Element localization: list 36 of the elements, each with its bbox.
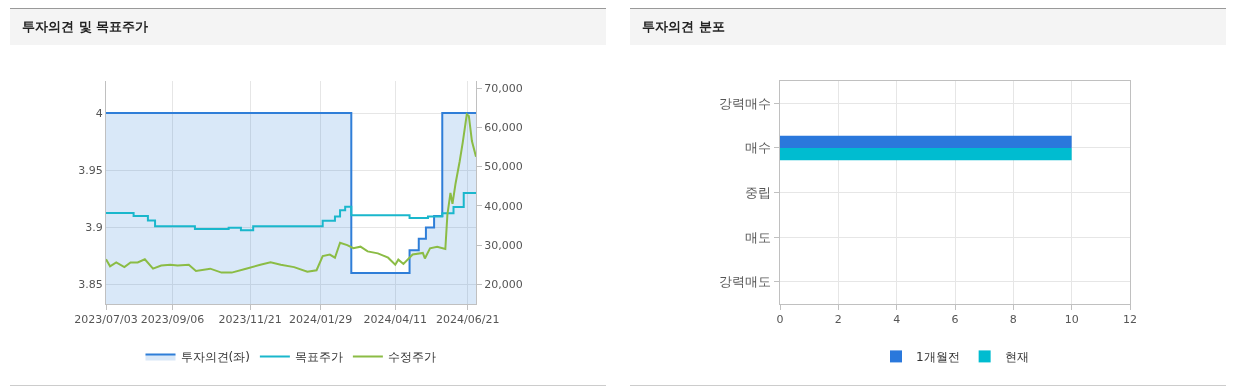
x-tick-label: 2023/07/03: [74, 313, 138, 327]
y-tick-label: 매도: [745, 229, 772, 245]
x-tick-label: 6: [951, 313, 959, 327]
legend-label: 현재: [1004, 350, 1029, 365]
x-tick-label: 8: [1009, 313, 1017, 327]
y2-tick-label: 50,000: [484, 160, 523, 174]
x-tick-label: 2: [834, 313, 842, 327]
y-tick-label: 중립: [745, 185, 772, 201]
y-tick-label: 강력매수: [719, 95, 772, 111]
y2-tick-label: 60,000: [484, 121, 523, 135]
x-tick-label: 2024/01/29: [288, 313, 353, 327]
x-tick-label: 4: [893, 313, 901, 327]
y-tick-label: 매수: [745, 140, 772, 156]
legend-label: 목표주가: [294, 350, 343, 365]
y-tick-label: 3.85: [78, 278, 103, 292]
legend-label: 투자의견(좌): [180, 350, 250, 365]
chart-title: 투자의견 분포: [630, 9, 1226, 45]
y2-tick-label: 70,000: [484, 81, 523, 95]
x-tick-label: 10: [1064, 313, 1079, 327]
x-tick-label: 2023/11/21: [218, 313, 282, 327]
x-tick-label: 12: [1123, 313, 1137, 327]
legend-label: 1개월전: [916, 350, 960, 365]
x-tick-label: 0: [776, 313, 784, 327]
y-tick-label: 강력매도: [719, 274, 772, 290]
y-tick-label: 3.9: [85, 221, 103, 235]
y2-tick-label: 40,000: [484, 199, 523, 213]
y2-tick-label: 20,000: [484, 278, 523, 292]
x-tick-label: 2024/04/11: [363, 313, 427, 327]
legend-label: 수정주가: [387, 350, 436, 365]
y2-tick-label: 30,000: [484, 238, 523, 252]
line-series: [106, 113, 476, 274]
x-tick-label: 2023/09/06: [140, 313, 205, 327]
y-tick-label: 4: [95, 106, 103, 120]
chart-title: 투자의견 및 목표주가: [10, 9, 606, 45]
x-tick-label: 2024/06/21: [436, 313, 500, 327]
y-tick-label: 3.95: [78, 164, 103, 178]
